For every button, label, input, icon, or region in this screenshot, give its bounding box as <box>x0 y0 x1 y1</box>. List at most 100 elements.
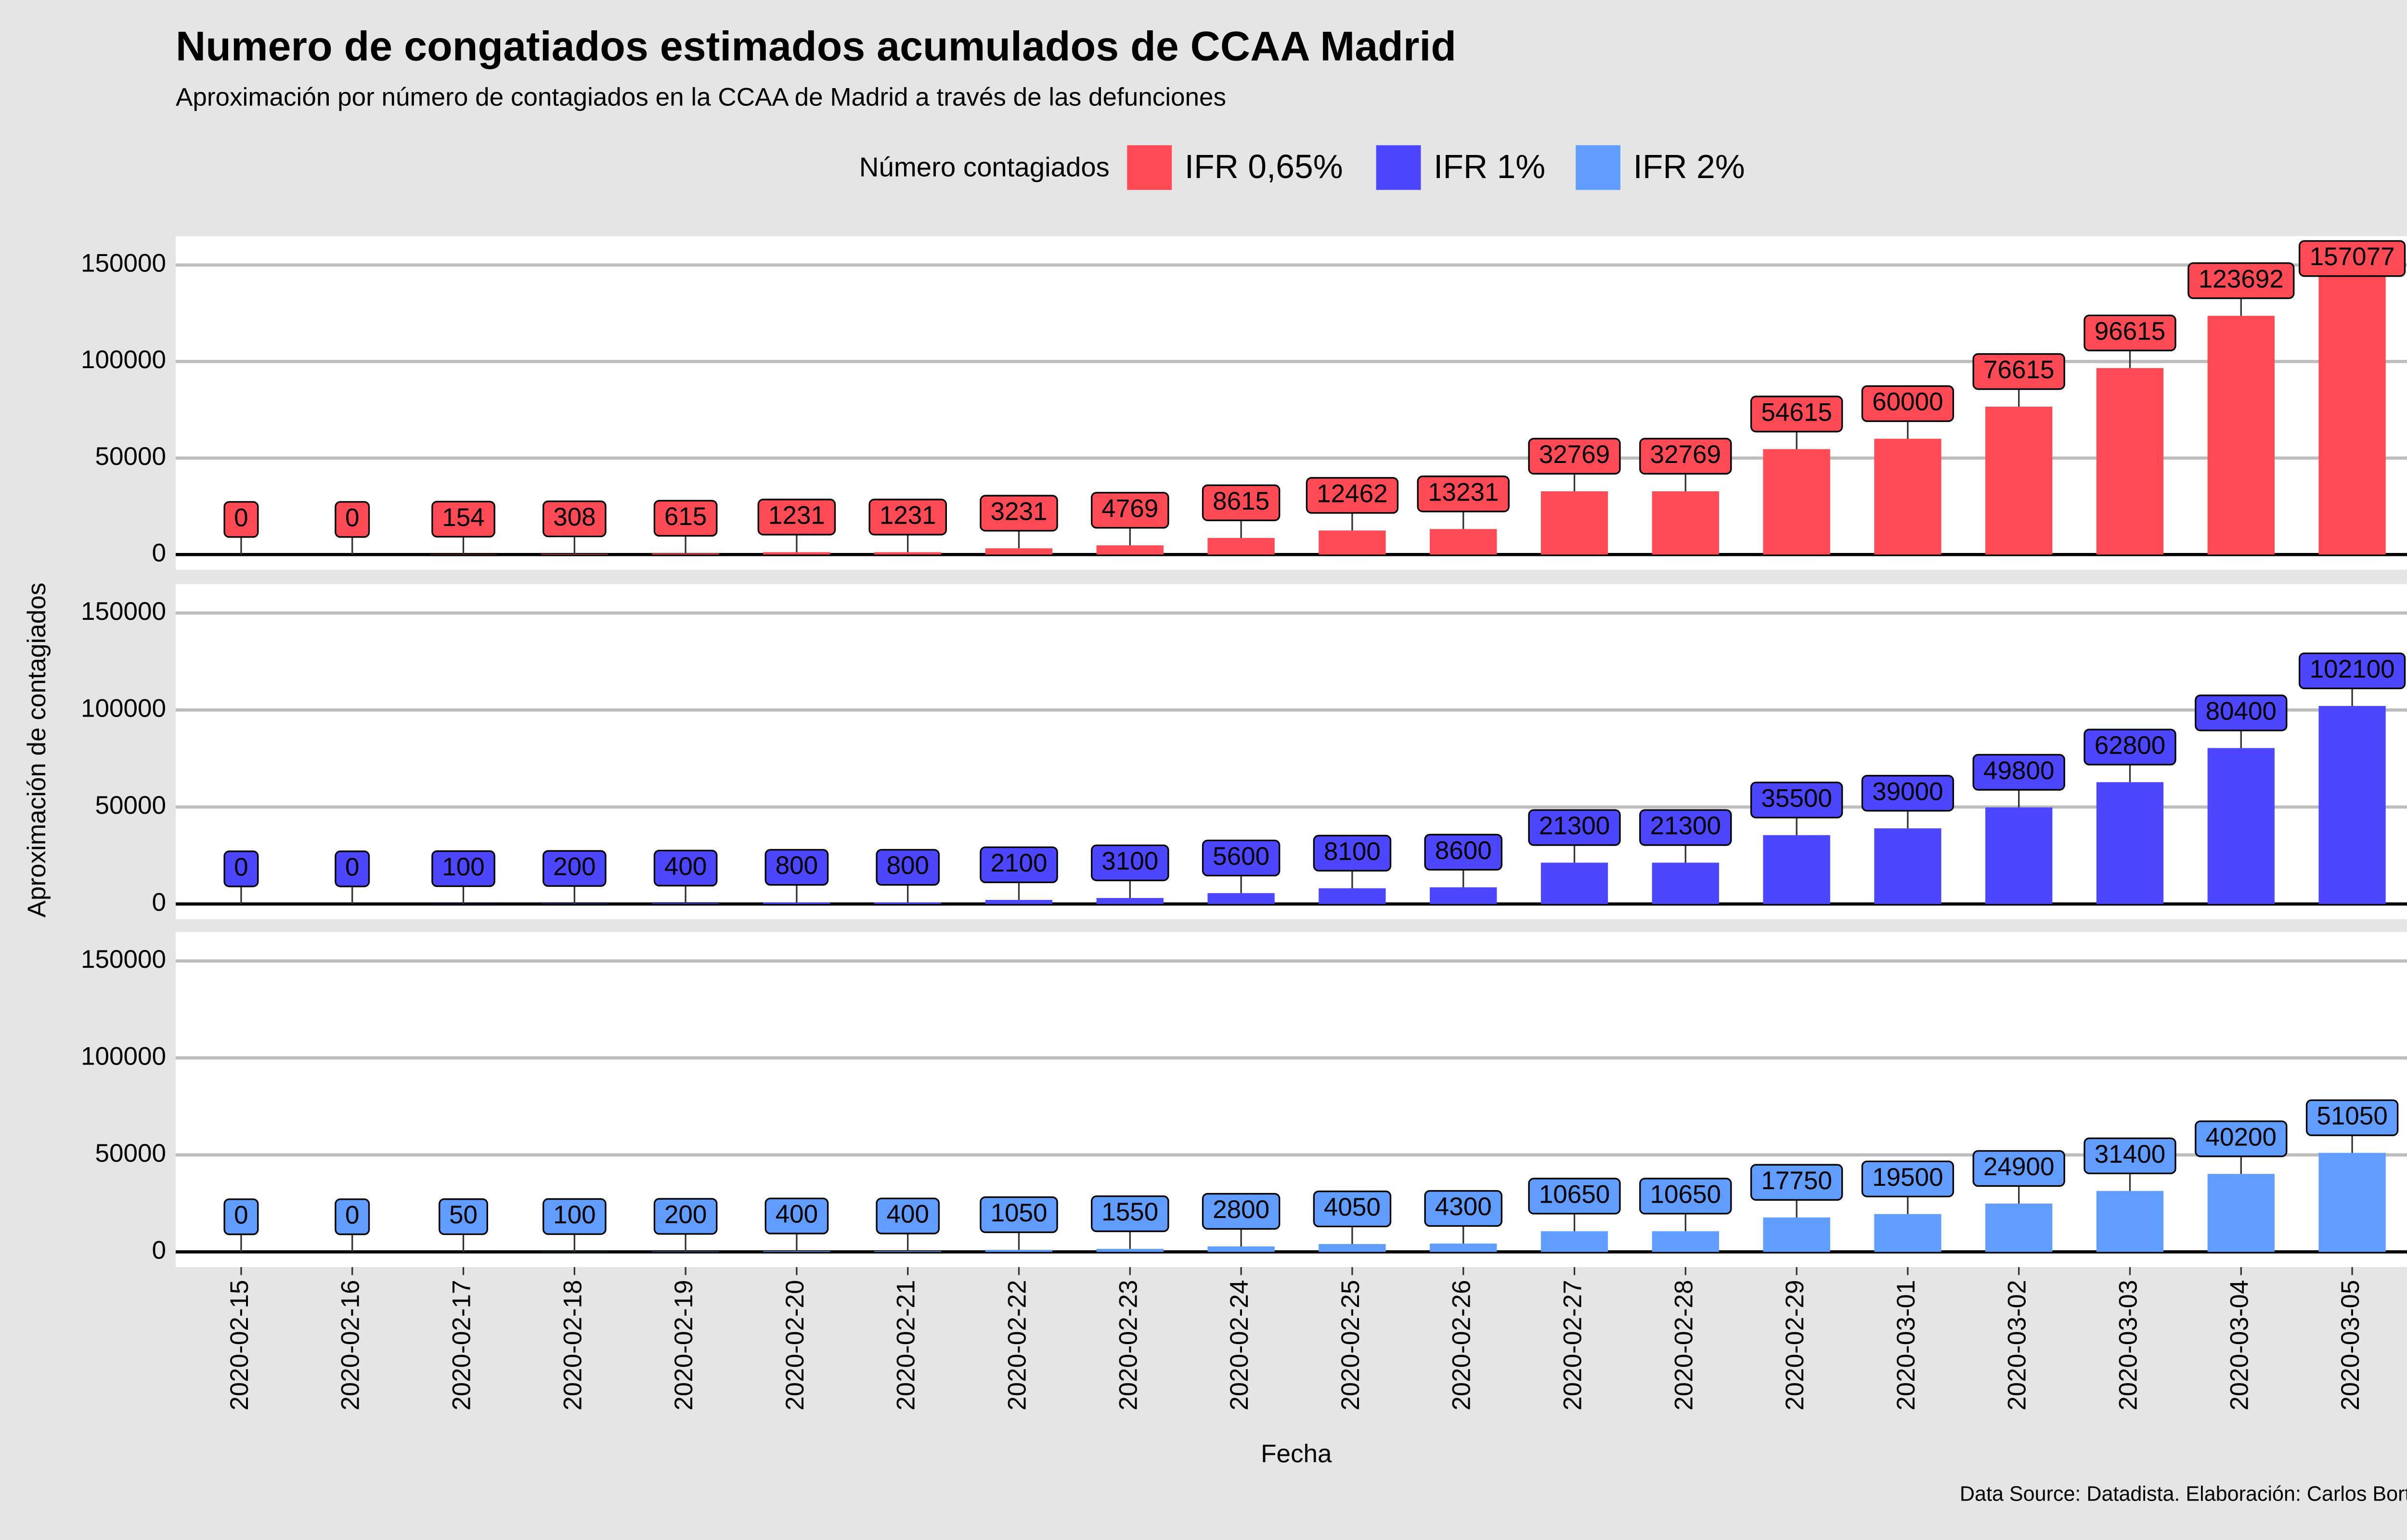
bar <box>763 1251 830 1252</box>
data-label: 39000 <box>1872 777 1943 806</box>
data-label: 200 <box>664 1201 707 1229</box>
x-axis-label: Fecha <box>1261 1439 1332 1468</box>
data-label: 32769 <box>1539 440 1610 469</box>
data-label: 400 <box>776 1200 818 1229</box>
y-tick-label: 150000 <box>81 945 166 974</box>
bar <box>1096 545 1164 555</box>
data-label: 80400 <box>2206 697 2277 725</box>
y-tick-label: 100000 <box>81 694 166 722</box>
legend-label: IFR 0,65% <box>1185 148 1343 185</box>
bar <box>2318 706 2386 904</box>
data-label: 1550 <box>1101 1198 1158 1226</box>
data-label: 4300 <box>1435 1193 1492 1221</box>
bar <box>1319 530 1386 555</box>
bar <box>1540 862 1608 904</box>
label-box <box>335 850 370 887</box>
data-label: 40200 <box>2206 1123 2277 1151</box>
data-label: 2100 <box>991 849 1048 877</box>
label-box <box>1750 782 1843 819</box>
label-box <box>2305 1099 2399 1136</box>
bar <box>1540 491 1608 555</box>
bar <box>1874 1214 1941 1252</box>
label-box <box>1750 396 1843 433</box>
label-box <box>980 495 1058 532</box>
bar <box>2096 782 2164 904</box>
bar <box>2207 316 2275 555</box>
x-tick-label: 2020-02-15 <box>225 1280 254 1410</box>
label-box <box>1972 353 2065 390</box>
data-label: 8100 <box>1324 837 1381 866</box>
x-tick-label: 2020-03-05 <box>2336 1280 2365 1410</box>
data-label: 17750 <box>1761 1167 1832 1195</box>
data-label: 0 <box>345 503 360 532</box>
bar <box>1652 862 1719 904</box>
data-label: 0 <box>345 853 360 881</box>
y-tick-label: 100000 <box>81 1042 166 1070</box>
x-tick-label: 2020-02-16 <box>336 1280 365 1410</box>
panel <box>175 932 2407 1267</box>
data-label: 35500 <box>1761 784 1832 812</box>
label-box <box>2299 652 2406 690</box>
data-label: 308 <box>553 503 596 531</box>
bar <box>652 553 719 555</box>
label-box <box>1202 839 1281 877</box>
data-label: 96615 <box>2095 317 2166 346</box>
x-tick-label: 2020-02-20 <box>781 1280 809 1410</box>
bar <box>1985 807 2053 904</box>
label-box <box>1202 1193 1281 1230</box>
bar <box>1763 1217 1830 1252</box>
bar <box>1430 1243 1497 1252</box>
bar <box>2096 368 2164 555</box>
data-label: 0 <box>345 1201 360 1229</box>
x-tick-label: 2020-03-02 <box>2003 1280 2032 1410</box>
label-box <box>1639 437 1732 475</box>
label-box <box>868 499 947 536</box>
data-label: 123692 <box>2199 265 2284 293</box>
data-label: 0 <box>234 1201 248 1229</box>
data-label: 200 <box>553 853 596 881</box>
data-label: 54615 <box>1761 398 1832 426</box>
bar <box>2207 748 2275 904</box>
label-box <box>980 846 1058 884</box>
label-box <box>1313 834 1392 872</box>
x-tick-label: 2020-02-27 <box>1559 1280 1587 1410</box>
label-box <box>1306 477 1399 514</box>
label-box <box>1313 1190 1392 1228</box>
y-tick-label: 0 <box>152 1236 167 1264</box>
bar <box>2096 1191 2164 1252</box>
data-label: 8600 <box>1435 836 1492 865</box>
label-box <box>223 501 259 538</box>
label-box <box>876 849 940 886</box>
data-label: 157077 <box>2310 243 2395 271</box>
bar <box>2318 1153 2386 1252</box>
caption: Data Source: Datadista. Elaboración: Car… <box>1960 1483 2407 1506</box>
label-box <box>876 1197 940 1234</box>
legend-key <box>1576 145 1621 190</box>
data-label: 800 <box>776 851 818 880</box>
label-box <box>980 1196 1058 1233</box>
label-box <box>1639 1178 1732 1215</box>
data-label: 31400 <box>2095 1140 2166 1168</box>
label-box <box>439 1198 488 1235</box>
label-box <box>1424 1190 1502 1227</box>
label-box <box>431 500 495 538</box>
label-box <box>335 501 370 538</box>
label-box <box>2083 1137 2176 1174</box>
data-label: 21300 <box>1650 812 1721 840</box>
label-box <box>2299 240 2406 277</box>
label-box <box>1861 385 1954 422</box>
data-label: 3100 <box>1101 847 1158 875</box>
bar <box>652 903 719 904</box>
label-box <box>543 500 607 538</box>
label-box <box>653 849 718 886</box>
data-label: 32769 <box>1650 440 1721 469</box>
y-tick-label: 100000 <box>81 346 166 374</box>
bar <box>874 1251 942 1252</box>
bar <box>763 552 830 555</box>
data-label: 154 <box>442 503 485 532</box>
data-label: 4769 <box>1101 494 1158 523</box>
bar <box>985 1250 1053 1252</box>
chart-title: Numero de congatiados estimados acumulad… <box>176 24 1456 70</box>
label-box <box>2083 729 2176 766</box>
